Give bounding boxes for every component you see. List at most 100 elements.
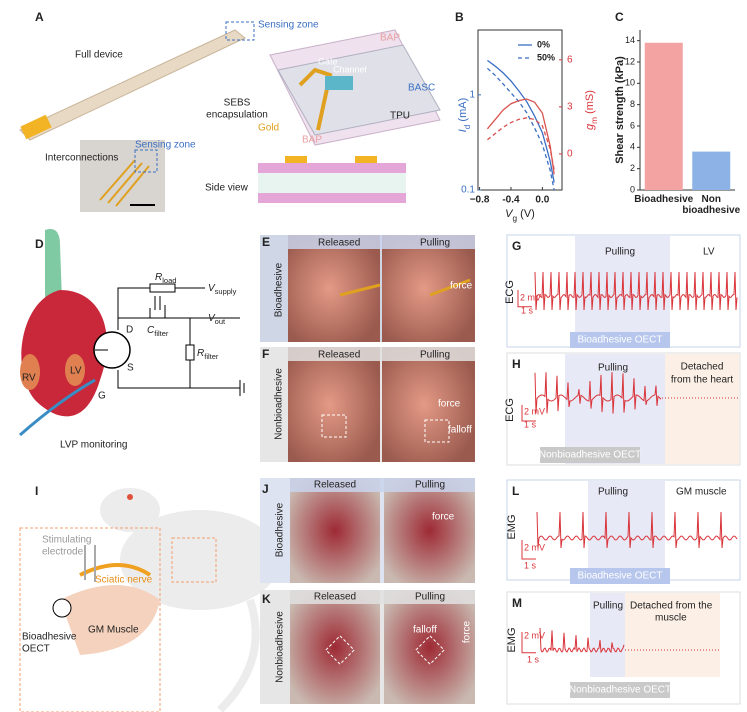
line-series: [486, 67, 555, 191]
label: encapsulation: [206, 110, 268, 121]
label: 1 s: [524, 560, 537, 570]
y-tick-label: 6: [630, 120, 635, 130]
label: ECG: [504, 398, 516, 422]
label-part: (mS): [584, 90, 596, 117]
label: BAP: [302, 135, 322, 146]
label: 2 mV: [520, 292, 541, 302]
y-tick-label: 8: [630, 99, 635, 109]
label: Pulling: [598, 363, 628, 374]
y-tick-label: 14: [625, 35, 635, 45]
label: TPU: [390, 111, 410, 122]
label: GM Muscle: [88, 625, 139, 636]
label: S: [127, 363, 134, 374]
label-part: m: [590, 117, 599, 124]
bar: [692, 151, 731, 190]
emg-trace: [539, 627, 625, 654]
label: 2 mV: [524, 406, 545, 416]
label: force: [462, 620, 473, 643]
muscle-photos: [260, 478, 475, 704]
x-tick-label: Non bioadhesive: [682, 194, 741, 216]
label-part: R: [197, 348, 204, 359]
ecg-trace: [534, 372, 662, 414]
scale-bar: [521, 632, 536, 654]
label: Side view: [205, 183, 249, 194]
y2-axis-label: gm (mS): [584, 90, 599, 130]
label-part: I: [457, 129, 469, 132]
label: Bioadhesive: [22, 632, 77, 643]
bar: [644, 42, 683, 190]
label: LVP monitoring: [60, 440, 127, 451]
label: Nonbioadhesive OECT: [539, 450, 641, 461]
panel-label: G: [512, 239, 521, 253]
y-tick-label: 0.1: [461, 185, 475, 196]
panel-label: M: [512, 596, 522, 610]
label: GM muscle: [676, 487, 727, 498]
label: falloff: [448, 425, 472, 436]
x-tick-label: -0.4: [502, 195, 520, 206]
label: Interconnections: [45, 153, 118, 164]
label: Pulling: [593, 601, 623, 612]
legend-label: 50%: [537, 52, 555, 62]
label-part: R: [155, 272, 162, 283]
label-part: filter: [204, 352, 219, 361]
panel-label: D: [35, 237, 44, 251]
label: Detached: [681, 362, 724, 373]
label-part: V: [208, 313, 216, 324]
label: 1 s: [521, 305, 534, 315]
panel-label: A: [35, 10, 44, 24]
label: force: [438, 399, 461, 410]
label: 1 s: [524, 419, 537, 429]
device-illustration: [19, 21, 441, 212]
label-part: V: [505, 208, 514, 220]
panel-label: C: [615, 10, 624, 24]
label: Sensing zone: [258, 20, 319, 31]
label: Bioadhesive OECT: [577, 335, 662, 346]
label-part: (V): [517, 208, 535, 220]
label: ECG: [504, 280, 516, 304]
label: falloff: [413, 625, 437, 636]
label: SEBS: [224, 98, 251, 109]
x-axis-label: Vg (V): [505, 208, 535, 223]
label: EMG: [506, 514, 518, 539]
label: Bioadhesive OECT: [577, 571, 662, 582]
label: Rfilter: [197, 348, 219, 362]
label: Pulling: [415, 592, 445, 603]
emg-trace: [536, 511, 738, 549]
label: Cfilter: [147, 325, 169, 339]
panel-label: F: [262, 347, 269, 361]
panel-label: I: [35, 484, 38, 498]
label: Released: [314, 592, 356, 603]
label: force: [450, 281, 473, 292]
label: EMG: [506, 627, 518, 652]
y-axis-label: Id (mA): [457, 98, 472, 133]
ecg-trace: [534, 271, 738, 311]
label: 2 mV: [524, 630, 545, 640]
y2-tick-label: 6: [567, 54, 573, 65]
label: Pulling: [420, 238, 450, 249]
label: Detached from the: [630, 601, 713, 612]
y-tick-label: 10: [625, 78, 635, 88]
label-part: supply: [215, 287, 237, 296]
label: Nonbioadhesive: [275, 611, 286, 683]
y-tick-label: 12: [625, 56, 635, 66]
label-part: load: [162, 276, 176, 285]
label: electrode: [42, 547, 84, 558]
label: Released: [314, 480, 356, 491]
label: BASC: [408, 83, 435, 94]
label: force: [432, 512, 455, 523]
line-series: [487, 59, 555, 183]
panel-label: L: [512, 484, 519, 498]
label: Vout: [208, 313, 226, 327]
heart-photos: [260, 235, 475, 462]
scale-bar: [521, 405, 536, 422]
y2-tick-label: 3: [567, 102, 573, 113]
x-tick-label: −0.8: [470, 195, 490, 206]
x-tick-label: Bioadhesive: [634, 194, 694, 205]
panel-label: B: [455, 10, 464, 24]
label: Stimulating: [42, 535, 91, 546]
label: Pulling: [605, 247, 635, 258]
label: Bioadhesive: [275, 502, 286, 557]
label: from the heart: [671, 375, 733, 386]
panel-label: H: [512, 357, 521, 371]
